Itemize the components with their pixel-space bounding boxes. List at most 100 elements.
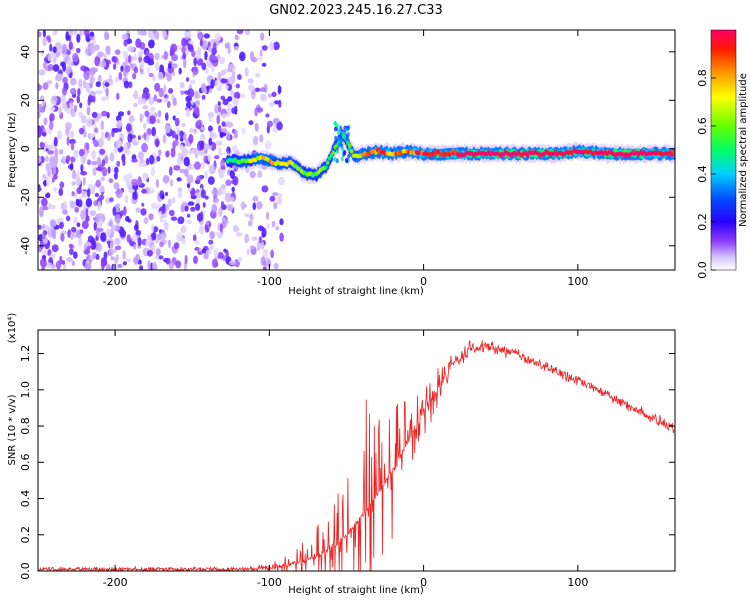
signal-cell [333,157,337,162]
noise-blob [80,65,87,72]
noise-blob [42,230,46,240]
noise-blob [218,207,223,218]
noise-blob [234,34,239,40]
x-tick-label: 100 [567,576,588,589]
noise-blob [201,62,207,71]
noise-blob [259,87,267,92]
noise-blob [122,50,128,59]
noise-blob [45,224,50,231]
noise-blob [76,33,81,43]
noise-blob [212,42,217,53]
noise-blob [177,187,183,192]
noise-blob [116,92,120,100]
noise-blob [227,47,231,55]
noise-blob [196,175,203,181]
noise-blob [65,31,69,42]
noise-blob [41,49,45,56]
noise-blob [78,148,85,157]
noise-blob [211,67,215,73]
signal-cell [336,129,340,135]
noise-blob [256,201,263,210]
noise-blob [149,154,155,165]
noise-blob [91,67,98,73]
colorbar: 0.0 0.2 0.4 0.6 0.8 Normalized spectral ampl… [696,29,749,279]
noise-blob [175,260,182,269]
noise-blob [273,262,279,270]
noise-blob [219,223,223,233]
noise-blob [197,46,202,56]
noise-blob [216,85,223,92]
noise-blob [229,90,235,95]
noise-blob [249,245,255,250]
noise-blob [86,106,91,116]
noise-blob [199,143,205,150]
noise-blob [70,130,75,139]
noise-blob [55,260,62,270]
noise-blob [139,60,145,69]
noise-blob [89,132,95,139]
noise-blob [154,238,160,243]
noise-blob [172,97,177,107]
noise-blob [260,32,265,41]
noise-blob [131,233,138,242]
noise-blob [95,81,102,88]
noise-blob [70,200,76,209]
noise-blob [38,157,42,164]
noise-blob [56,73,64,79]
y-tick-label: 0.0 [19,562,32,580]
noise-blob [246,248,250,256]
noise-blob [220,201,225,206]
noise-blob [178,67,182,75]
noise-blob [78,78,83,89]
noise-blob [57,130,63,140]
noise-blob [60,94,66,103]
noise-blob [226,203,234,211]
noise-blob [149,58,154,63]
noise-blob [165,192,168,196]
noise-blob [220,78,228,84]
spectrogram-x-ticks: -200 -100 0 100 [103,30,588,288]
noise-blob [70,78,77,86]
noise-blob [214,80,219,87]
noise-blob [85,198,93,208]
noise-blob [79,127,84,135]
noise-blob [214,155,220,160]
noise-blob [157,110,162,118]
noise-blob [76,171,80,179]
noise-blob [276,121,283,131]
noise-blob [128,54,132,64]
noise-blob [58,188,64,196]
noise-blob [201,94,206,100]
noise-blob [91,111,98,118]
noise-blob [183,90,191,95]
noise-blob [170,216,178,221]
noise-blob [119,210,124,217]
noise-blob [254,122,259,132]
y-tick-label: 0.4 [19,490,32,508]
noise-blob [114,237,121,246]
noise-blob [105,228,112,236]
noise-blob [107,45,111,56]
noise-blob [240,93,246,99]
noise-blob [194,240,200,245]
noise-blob [184,254,188,265]
noise-blob [181,37,187,47]
noise-blob [46,145,54,150]
noise-blob [114,245,122,251]
noise-blob [192,234,197,242]
noise-blob [66,155,71,161]
noise-blob [221,121,226,127]
noise-blob [231,107,236,114]
noise-blob [262,248,269,258]
noise-blob [98,194,105,201]
noise-blob [104,82,110,87]
noise-blob [256,107,264,113]
noise-blob [133,243,137,250]
noise-blob [38,197,41,205]
noise-blob [75,177,80,187]
noise-blob [52,165,56,175]
noise-blob [49,120,54,131]
noise-blob [53,174,58,180]
noise-blob [42,36,47,47]
noise-blob [72,52,79,63]
